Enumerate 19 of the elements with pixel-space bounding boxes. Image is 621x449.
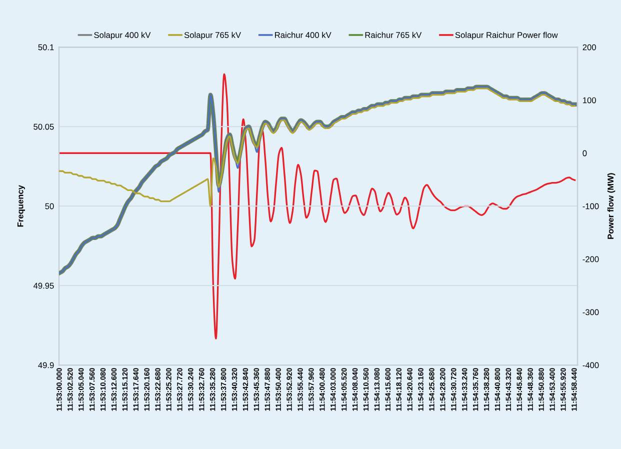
legend-label: Raichur 765 kV <box>365 32 422 38</box>
y2-tick-label: 200 <box>582 44 596 50</box>
y2-axis-title: Power flow (MW) <box>607 173 616 239</box>
y2-tick-label: -400 <box>582 362 599 368</box>
y2-tick-label: 0 <box>582 150 587 156</box>
y2-tick-label: -200 <box>582 256 599 262</box>
legend-label: Solapur 765 kV <box>184 32 241 40</box>
y2-tick-label: -100 <box>582 203 599 210</box>
y-tick-label: 49.9 <box>38 362 54 368</box>
y2-tick-label: 100 <box>583 97 596 104</box>
y-axis-title: Frequency <box>17 185 25 227</box>
y-tick-label: 49.95 <box>33 282 54 289</box>
legend-label: Raichur 400 kV <box>275 32 332 38</box>
y2-tick-label: -300 <box>582 309 599 316</box>
y-tick-label: 50.1 <box>38 44 54 50</box>
y-tick-label: 50.05 <box>34 124 54 130</box>
legend-label: Solapur Raichur Power flow <box>455 32 558 40</box>
legend-label: Solapur 400 kV <box>94 32 151 40</box>
y-tick-label: 50 <box>45 203 54 210</box>
